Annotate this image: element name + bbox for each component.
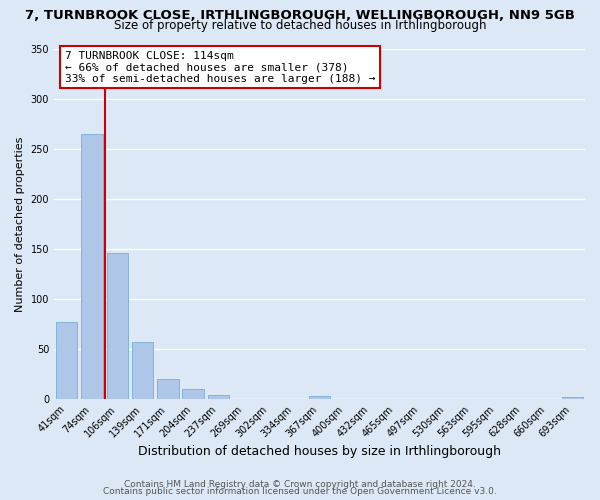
Text: Size of property relative to detached houses in Irthlingborough: Size of property relative to detached ho… [114, 18, 486, 32]
Bar [182, 389, 204, 399]
Bar [562, 397, 583, 399]
X-axis label: Distribution of detached houses by size in Irthlingborough: Distribution of detached houses by size … [138, 444, 501, 458]
Bar [132, 342, 153, 399]
Bar [56, 322, 77, 399]
Text: 7 TURNBROOK CLOSE: 114sqm
← 66% of detached houses are smaller (378)
33% of semi: 7 TURNBROOK CLOSE: 114sqm ← 66% of detac… [65, 51, 375, 84]
Bar [81, 134, 103, 399]
Bar [107, 253, 128, 399]
Bar [157, 379, 179, 399]
Text: Contains HM Land Registry data © Crown copyright and database right 2024.: Contains HM Land Registry data © Crown c… [124, 480, 476, 489]
Text: 7, TURNBROOK CLOSE, IRTHLINGBOROUGH, WELLINGBOROUGH, NN9 5GB: 7, TURNBROOK CLOSE, IRTHLINGBOROUGH, WEL… [25, 9, 575, 22]
Text: Contains public sector information licensed under the Open Government Licence v3: Contains public sector information licen… [103, 487, 497, 496]
Bar [309, 396, 330, 399]
Bar [208, 395, 229, 399]
Y-axis label: Number of detached properties: Number of detached properties [15, 136, 25, 312]
